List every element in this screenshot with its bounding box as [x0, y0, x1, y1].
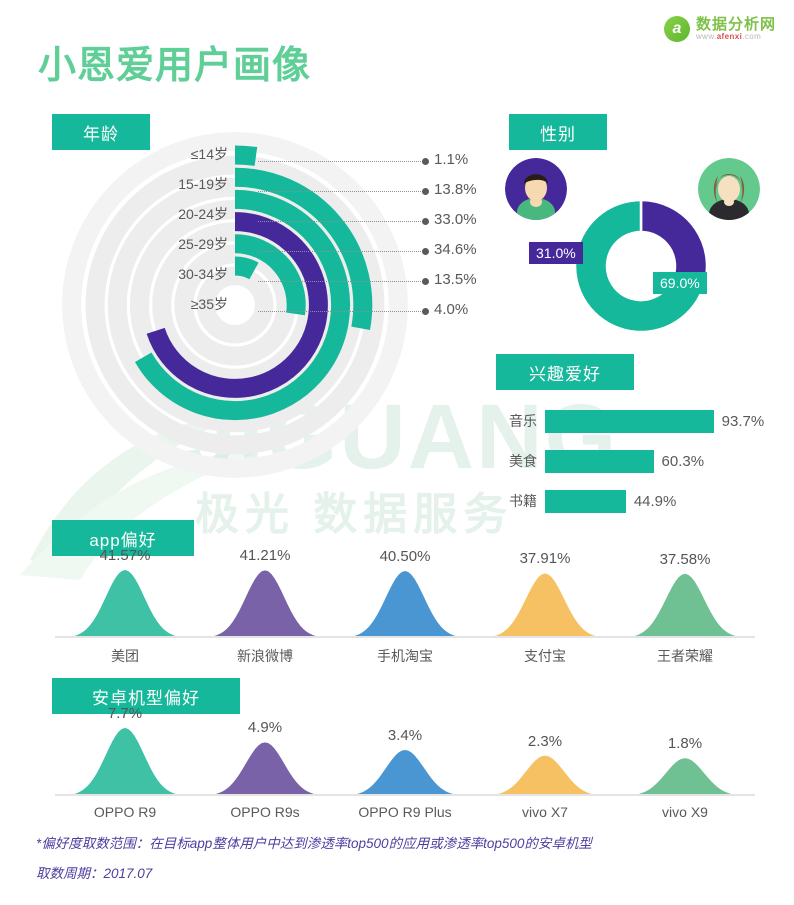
- device-baseline: [55, 794, 755, 796]
- device-value-label: 7.7%: [107, 704, 143, 722]
- device-value-label: 4.9%: [247, 719, 283, 737]
- age-value-label: 33.0%: [434, 211, 477, 228]
- footnote-line-1: *偏好度取数范围：在目标app整体用户中达到渗透率top500的应用或渗透率to…: [36, 836, 592, 851]
- age-leader-line: [258, 251, 423, 253]
- age-value-label: 13.5%: [434, 271, 477, 288]
- age-value-dot: [422, 188, 429, 195]
- app-value-label: 37.91%: [519, 550, 571, 568]
- device-value-label: 3.4%: [387, 727, 423, 745]
- app-category-label: 手机淘宝: [377, 648, 433, 664]
- interest-bar: [545, 449, 654, 473]
- site-logo: a 数据分析网 www.afenxi.com: [663, 15, 776, 42]
- device-value-label: 1.8%: [667, 735, 703, 753]
- age-category-label: 30-34岁: [178, 266, 228, 282]
- age-category-label: ≤14岁: [190, 146, 228, 162]
- age-leader-line: [258, 281, 423, 283]
- interest-chart: 音乐 93.7% 美食 60.3% 书籍 44.9%: [495, 400, 790, 515]
- logo-name: 数据分析网: [695, 15, 776, 33]
- section-badge-device: 安卓机型偏好: [52, 678, 240, 714]
- interest-bar: [545, 409, 714, 433]
- section-badge-app: app偏好: [52, 520, 194, 556]
- age-radial-svg: [62, 132, 408, 478]
- app-baseline: [55, 636, 755, 638]
- age-category-label: 20-24岁: [178, 206, 228, 222]
- age-value-dot: [422, 248, 429, 255]
- interest-category-label: 音乐: [509, 413, 537, 429]
- logo-mark-icon: a: [663, 16, 690, 42]
- logo-url: www.afenxi.com: [695, 31, 762, 41]
- female-avatar-icon: [698, 158, 760, 220]
- app-category-label: 美团: [111, 648, 139, 664]
- page-title: 小恩爱用户画像: [38, 45, 312, 87]
- age-chart: ≤14岁 1.1% 15-19岁 13.8% 20-24岁 33.0% 25-29岁 34.6…: [30, 130, 500, 520]
- section-badge-age: 年龄: [52, 114, 150, 150]
- age-leader-line: [258, 221, 423, 223]
- gender-chart: 31.0% 69.0%: [495, 150, 785, 335]
- interest-row: 美食 60.3%: [495, 448, 704, 474]
- male-avatar-icon: [505, 158, 567, 220]
- interest-value-label: 60.3%: [661, 452, 705, 470]
- age-leader-line: [258, 311, 423, 313]
- age-category-label: 15-19岁: [178, 176, 228, 192]
- app-category-label: 新浪微博: [237, 648, 293, 664]
- age-value-dot: [422, 278, 429, 285]
- interest-category-label: 书籍: [509, 493, 537, 509]
- app-preference-chart: 41.57% 41.21% 40.50% 37.91% 37.58% 美团 新浪微博 手机淘…: [30, 547, 770, 670]
- age-value-label: 4.0%: [434, 301, 469, 318]
- interest-row: 音乐 93.7%: [495, 408, 764, 434]
- device-category-label: vivo X7: [522, 804, 568, 820]
- device-category-label: vivo X9: [662, 804, 708, 820]
- section-badge-gender: 性别: [509, 114, 607, 150]
- device-category-label: OPPO R9 Plus: [358, 804, 452, 820]
- gender-value-female: 69.0%: [653, 272, 707, 294]
- device-curves-svg: [60, 728, 750, 796]
- age-value-dot: [422, 218, 429, 225]
- age-leader-line: [258, 161, 423, 163]
- device-value-label: 2.3%: [527, 732, 563, 750]
- app-value-label: 40.50%: [379, 547, 431, 565]
- app-value-label: 37.58%: [659, 550, 711, 568]
- device-category-label: OPPO R9: [93, 804, 157, 820]
- interest-value-label: 93.7%: [721, 412, 765, 430]
- interest-bar: [545, 489, 626, 513]
- gender-value-male: 31.0%: [529, 242, 583, 264]
- age-value-dot: [422, 308, 429, 315]
- app-labels: 美团 新浪微博 手机淘宝 支付宝 王者荣耀: [55, 638, 755, 670]
- age-category-label: ≥35岁: [190, 296, 228, 312]
- footnote-line-2: 取数周期：2017.07: [36, 866, 153, 881]
- age-category-label: 25-29岁: [178, 236, 228, 252]
- interest-category-label: 美食: [509, 453, 537, 469]
- app-value-label: 41.21%: [239, 547, 291, 564]
- app-value-label: 41.57%: [99, 546, 151, 564]
- age-value-label: 34.6%: [434, 241, 477, 258]
- app-category-label: 支付宝: [524, 648, 566, 664]
- device-labels: OPPO R9 OPPO R9s OPPO R9 Plus vivo X7 vivo X…: [55, 796, 755, 828]
- section-badge-interest: 兴趣爱好: [496, 354, 634, 390]
- interest-value-label: 44.9%: [633, 492, 677, 510]
- age-value-dot: [422, 158, 429, 165]
- device-category-label: OPPO R9s: [230, 804, 300, 820]
- interest-row: 书籍 44.9%: [495, 488, 676, 514]
- age-value-label: 1.1%: [434, 151, 469, 168]
- age-value-label: 13.8%: [434, 181, 477, 198]
- app-curves-svg: [60, 570, 750, 638]
- device-preference-chart: 7.7% 4.9% 3.4% 2.3% 1.8% OPPO R9 OPPO R9s OPPO…: [30, 705, 770, 828]
- age-leader-line: [258, 191, 423, 193]
- app-category-label: 王者荣耀: [657, 648, 713, 664]
